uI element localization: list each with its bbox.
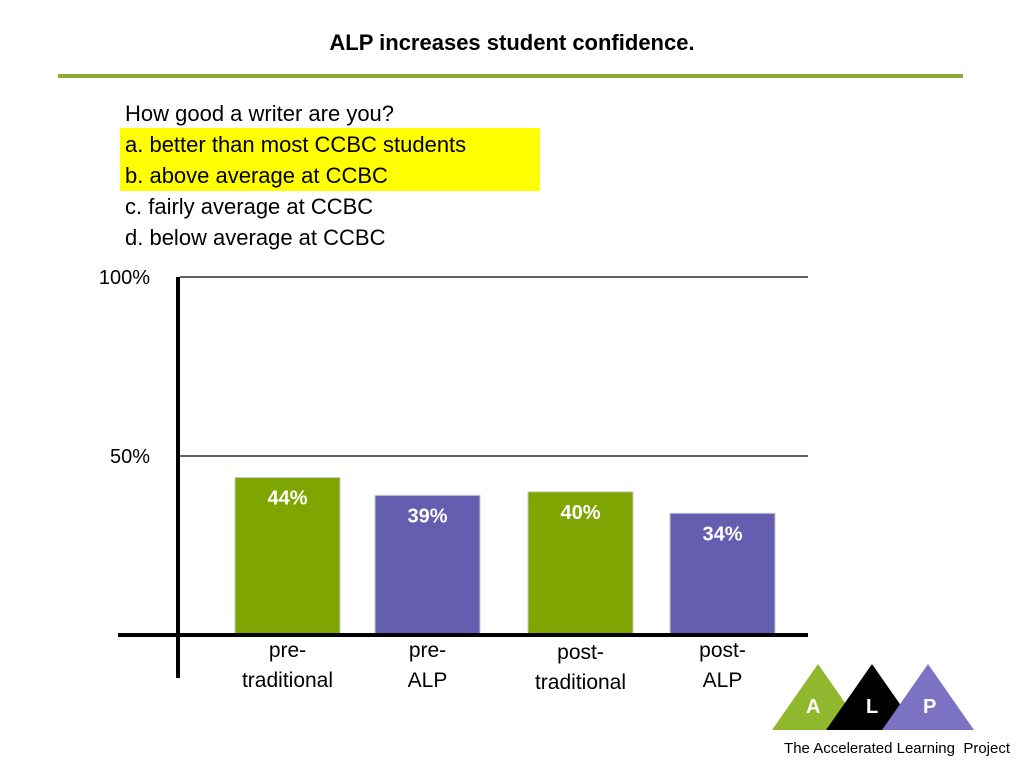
option-c: c. fairly average at CCBC (125, 194, 374, 219)
logo-letter-a: A (806, 696, 821, 718)
option-a: a. better than most CCBC students (125, 132, 467, 157)
logo-triangles (772, 664, 974, 730)
title-rule (58, 74, 963, 78)
bar (374, 494, 481, 636)
category-label: post- (699, 639, 746, 662)
option-b: b. above average at CCBC (125, 163, 388, 188)
survey-question: How good a writer are you? a. better tha… (125, 98, 466, 253)
bar-value-label: 40% (560, 502, 600, 524)
y-tick-label: 50% (110, 446, 150, 468)
category-label: pre- (409, 639, 446, 662)
footer-text: The Accelerated Learning Project (784, 740, 1010, 757)
category-label: ALP (408, 669, 448, 692)
bar-value-label: 34% (702, 523, 742, 545)
logo-letter-l: L (866, 696, 879, 718)
option-d: d. below average at CCBC (125, 225, 386, 250)
answer-highlight (120, 128, 540, 191)
bar-value-label: 44% (267, 487, 307, 509)
y-tick-label: 100% (99, 267, 150, 289)
bar (669, 512, 776, 636)
bar (234, 476, 341, 636)
alp-logo: A L P (770, 662, 980, 734)
category-label: traditional (242, 669, 333, 692)
logo-letter-p: P (923, 696, 937, 718)
category-label: post- (557, 641, 604, 664)
bar (527, 491, 634, 636)
question-text: How good a writer are you? (125, 101, 395, 126)
logo-triangle-p (882, 664, 974, 730)
category-label: traditional (535, 671, 626, 694)
category-label: pre- (269, 639, 306, 662)
bar-value-label: 39% (407, 505, 447, 527)
category-label: ALP (703, 669, 743, 692)
slide-title: ALP increases student confidence. (329, 30, 695, 55)
